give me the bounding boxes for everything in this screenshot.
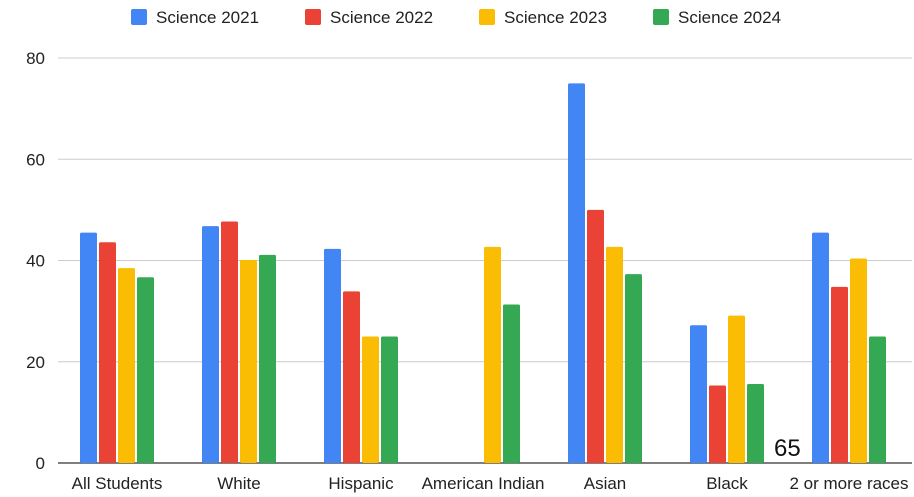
- x-tick-label: 2 or more races: [789, 474, 908, 493]
- bar: [869, 336, 886, 463]
- bar: [324, 248, 341, 463]
- legend-label: Science 2023: [504, 8, 607, 27]
- x-tick-label: American Indian: [422, 474, 545, 493]
- x-tick-label: Hispanic: [328, 474, 394, 493]
- bar: [747, 384, 764, 463]
- bar: [568, 83, 585, 463]
- bar: [240, 259, 257, 463]
- bar: [625, 274, 642, 463]
- legend-swatch: [131, 9, 147, 25]
- y-tick-label: 60: [26, 150, 45, 169]
- legend-label: Science 2024: [678, 8, 781, 27]
- bar: [202, 226, 219, 463]
- bar: [343, 291, 360, 463]
- y-tick-label: 40: [26, 252, 45, 271]
- y-axis: 0 20 40 60 80: [26, 49, 45, 473]
- bar: [99, 242, 116, 463]
- bar: [812, 232, 829, 463]
- bar: [850, 258, 867, 463]
- chart-bars: [80, 83, 886, 463]
- bar: [118, 268, 135, 463]
- x-tick-label: Black: [706, 474, 748, 493]
- bar: [80, 232, 97, 463]
- legend-swatch: [653, 9, 669, 25]
- bar: [221, 221, 238, 463]
- y-tick-label: 80: [26, 49, 45, 68]
- x-axis: All Students White Hispanic American Indian…: [72, 474, 909, 493]
- bar: [362, 336, 379, 463]
- y-tick-label: 20: [26, 353, 45, 372]
- legend-label: Science 2021: [156, 8, 259, 27]
- x-tick-label: Asian: [584, 474, 627, 493]
- bar: [709, 385, 726, 463]
- bar: [690, 325, 707, 463]
- y-tick-label: 0: [36, 454, 45, 473]
- bar: [381, 336, 398, 463]
- bar: [137, 277, 154, 463]
- bar: [503, 304, 520, 463]
- bar: [606, 246, 623, 463]
- bar: [831, 286, 848, 463]
- bar: [587, 209, 604, 463]
- chart-annotation: 65: [774, 435, 801, 462]
- legend-swatch: [305, 9, 321, 25]
- bar: [728, 315, 745, 463]
- x-tick-label: All Students: [72, 474, 163, 493]
- legend-swatch: [479, 9, 495, 25]
- bar: [259, 254, 276, 463]
- chart-legend: Science 2021 Science 2022 Science 2023 Scie…: [131, 8, 781, 27]
- x-tick-label: White: [217, 474, 260, 493]
- legend-label: Science 2022: [330, 8, 433, 27]
- bar: [484, 246, 501, 463]
